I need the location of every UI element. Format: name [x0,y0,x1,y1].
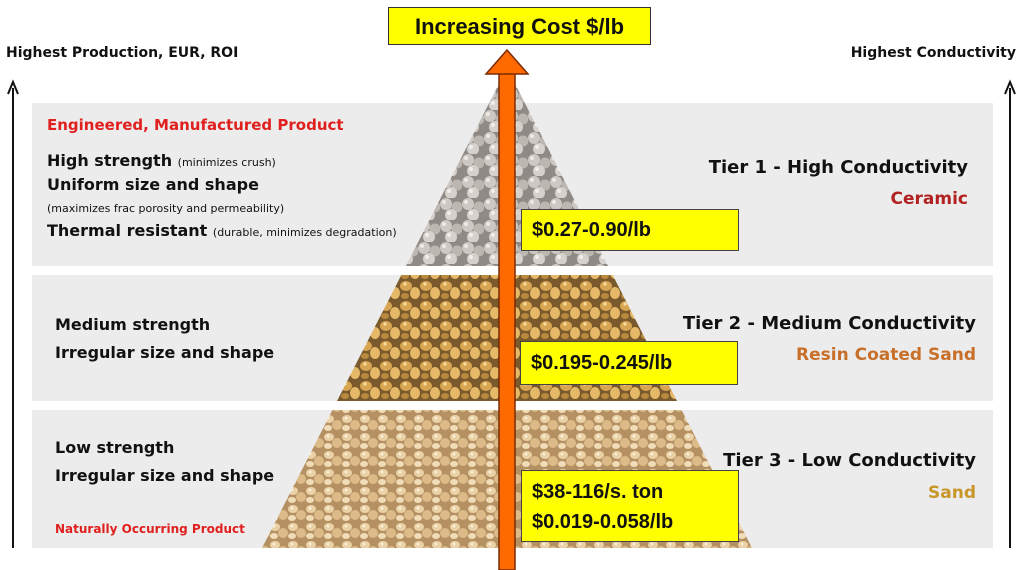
tier-3-description: Low strength Irregular size and shape [55,434,274,490]
tier-3-footer: Naturally Occurring Product [55,522,245,536]
tier-2-prop-1: Medium strength [55,315,211,334]
cost-title: Increasing Cost $/lb [388,7,651,45]
tier-3-price-line-2: $0.019-0.058/lb [532,511,674,533]
tier-2-description: Medium strength Irregular size and shape [55,311,274,367]
tier-2-price-line-1: $0.195-0.245/lb [531,352,673,374]
tier-3-material: Sand [928,483,976,503]
tier-1-prop-1: High strength [47,151,173,170]
tier-1-material: Ceramic [890,189,968,209]
tier-1-label: Tier 1 - High Conductivity [708,157,968,178]
tier-1-prop-3-note: (maximizes frac porosity and permeabilit… [47,202,285,215]
tier-3-label: Tier 3 - Low Conductivity [723,450,976,471]
tier-2-material: Resin Coated Sand [796,345,976,365]
left-up-arrowhead [7,79,19,95]
tier-1-prop-2: Uniform size and shape [47,175,259,194]
tier-1-header: Engineered, Manufactured Product [47,116,344,134]
tier-2-label: Tier 2 - Medium Conductivity [682,313,976,334]
tier-1-description: Engineered, Manufactured Product High st… [47,114,397,244]
tier-3-price-line-1: $38-116/s. ton [532,481,664,503]
right-up-arrowhead [1004,79,1016,95]
tier-3-price: $38-116/s. ton $0.019-0.058/lb [521,470,739,542]
tier-3-prop-1: Low strength [55,438,175,457]
tier-1-price: $0.27-0.90/lb [521,209,739,251]
left-axis-label: Highest Production, EUR, ROI [6,45,239,61]
right-axis-label: Highest Conductivity [850,45,1016,61]
tier-2-price: $0.195-0.245/lb [520,341,738,385]
tier-1-prop-4: Thermal resistant [47,221,208,240]
tier-2-prop-2: Irregular size and shape [55,343,275,362]
cost-arrow-head [484,48,530,75]
cost-arrow-shaft [498,71,516,570]
tier-1-prop-1-note: (minimizes crush) [177,156,276,169]
tier-3-prop-2: Irregular size and shape [55,466,275,485]
tier-1-price-line-1: $0.27-0.90/lb [532,219,651,241]
tier-1-prop-4-note: (durable, minimizes degradation) [212,226,397,239]
